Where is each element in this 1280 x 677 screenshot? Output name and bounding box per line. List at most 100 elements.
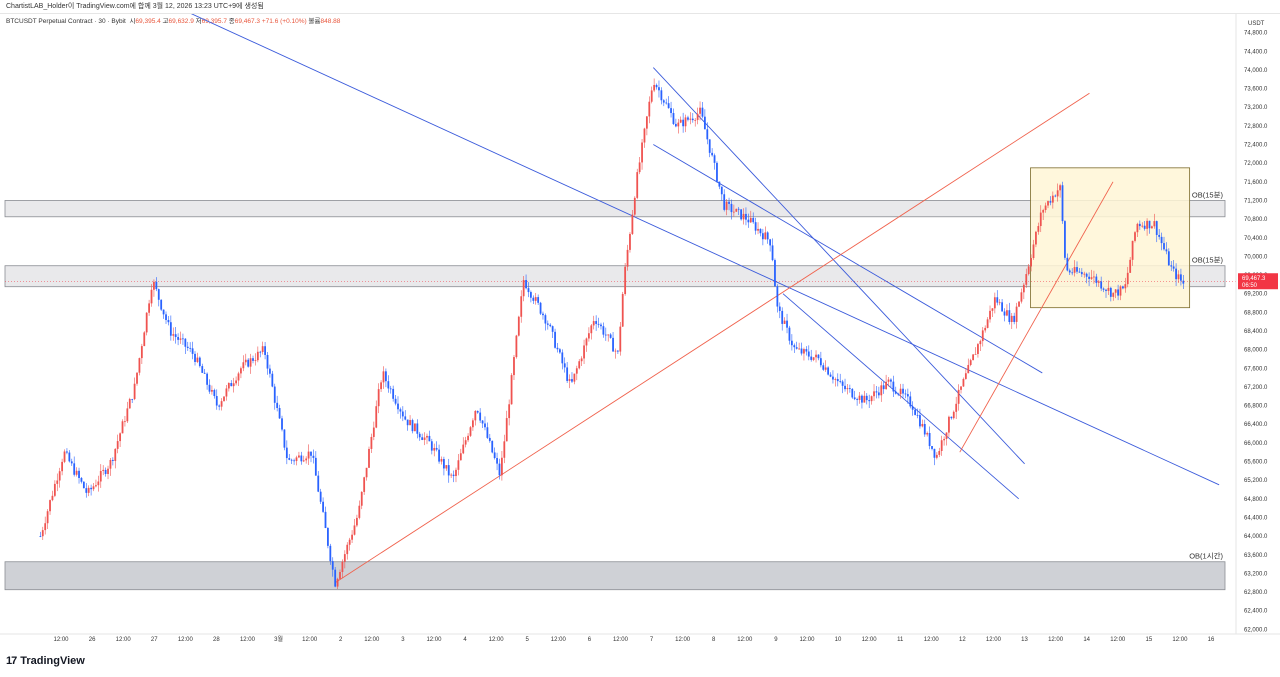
candle-body	[844, 385, 846, 390]
price-tick-label: 68,800.0	[1244, 310, 1268, 316]
candle-body	[266, 354, 269, 369]
candle-body	[324, 511, 327, 528]
candle-body	[525, 280, 527, 289]
candle-body	[885, 381, 888, 390]
time-tick-label: 15	[1145, 637, 1152, 643]
candle-body	[1182, 280, 1185, 284]
candle-body	[887, 379, 890, 382]
candle-body	[1037, 226, 1040, 232]
candle-body	[645, 116, 648, 129]
candle-body	[742, 213, 745, 220]
candle-body	[730, 203, 733, 213]
candle-body	[967, 364, 970, 374]
price-tick-label: 64,400.0	[1244, 515, 1268, 521]
candle-body	[218, 405, 221, 407]
candle-body	[1003, 311, 1006, 316]
candle-body	[148, 303, 151, 313]
candle-body	[351, 534, 353, 540]
candle-body	[745, 213, 747, 220]
candle-body	[440, 459, 443, 462]
candle-body	[211, 389, 213, 392]
candle-body	[131, 399, 134, 400]
candle-body	[612, 337, 614, 352]
candle-body	[938, 450, 941, 455]
price-tick-label: 72,800.0	[1244, 124, 1268, 130]
candle-body	[720, 186, 723, 195]
price-tick-label: 69,200.0	[1244, 292, 1268, 298]
candle-body	[363, 477, 366, 492]
candle-body	[940, 440, 943, 451]
candle-body	[655, 84, 658, 88]
time-tick-label: 27	[151, 637, 158, 643]
candle-body	[61, 461, 64, 472]
time-tick-label: 8	[712, 637, 716, 643]
candle-body	[993, 297, 996, 309]
candle-body	[121, 421, 124, 434]
time-tick-label: 12:00	[240, 637, 256, 643]
trendlines	[190, 14, 1220, 584]
candle-body	[689, 118, 692, 120]
candle-body	[788, 327, 791, 341]
candle-body	[288, 458, 291, 460]
candle-body	[977, 344, 979, 354]
candle-body	[382, 371, 385, 383]
candle-body	[832, 376, 834, 380]
candle-body	[133, 383, 136, 400]
candle-body	[372, 427, 375, 437]
candle-body	[182, 338, 184, 340]
candle-body	[1151, 226, 1153, 229]
time-tick-label: 12:00	[302, 637, 318, 643]
price-tick-label: 73,600.0	[1244, 87, 1268, 93]
candle-body	[554, 331, 556, 348]
open-label: 시	[129, 18, 136, 25]
candle-body	[385, 371, 387, 382]
candle-body	[757, 228, 759, 231]
candle-body	[300, 455, 303, 462]
candle-body	[897, 393, 900, 395]
candle-body	[861, 395, 863, 403]
candle-body	[534, 297, 537, 301]
candle-body	[621, 294, 624, 327]
time-axis[interactable]: 12:00 26 12:00 27 12:00 28 12:00 3월 12:00 2 12:00 3…	[53, 635, 1215, 643]
candle-body	[783, 320, 786, 324]
candle-body	[1035, 231, 1037, 245]
tradingview-logo[interactable]: 17 TradingView	[6, 655, 85, 667]
high-label: 고	[162, 18, 169, 25]
candle-body	[585, 338, 588, 346]
candle-body	[1090, 277, 1093, 279]
candle-body	[870, 396, 873, 402]
candle-body	[82, 481, 85, 489]
candle-body	[155, 281, 158, 290]
candle-body	[150, 289, 153, 304]
candle-body	[834, 379, 837, 380]
price-chart[interactable]: OB(15분) OB(15분) OB(1시간) USDT 74,800.0 74,40…	[0, 14, 1280, 654]
price-tick-label: 62,400.0	[1244, 609, 1268, 615]
candle-body	[365, 467, 368, 478]
candle-body	[394, 398, 397, 404]
candle-body	[481, 420, 484, 424]
candle-body	[319, 491, 322, 502]
candle-body	[660, 90, 663, 101]
candle-body	[1059, 185, 1061, 191]
candle-body	[795, 347, 798, 349]
candle-body	[817, 354, 820, 359]
candle-body	[368, 448, 370, 468]
price-tick-label: 73,200.0	[1244, 105, 1268, 111]
volume-value: 848.88	[320, 18, 341, 25]
time-tick-label: 12:00	[178, 637, 194, 643]
ob-zone-label: OB(15분)	[1192, 190, 1224, 199]
candle-body	[348, 539, 351, 545]
candle-body	[926, 432, 929, 435]
candle-body	[102, 469, 105, 471]
candle-body	[740, 209, 743, 220]
candle-body	[964, 373, 967, 379]
candle-body	[66, 451, 68, 453]
candle-body	[790, 340, 793, 346]
candle-body	[1080, 272, 1083, 275]
time-tick-label: 12:00	[551, 637, 567, 643]
price-axis[interactable]: 74,800.0 74,400.0 74,000.0 73,600.0 73,200.0…	[1244, 31, 1268, 634]
candle-body	[1148, 220, 1151, 229]
symbol-name[interactable]: BTCUSDT Perpetual Contract · 30 · Bybit	[6, 18, 126, 25]
candle-body	[114, 448, 117, 461]
highlight-box	[1030, 167, 1191, 309]
